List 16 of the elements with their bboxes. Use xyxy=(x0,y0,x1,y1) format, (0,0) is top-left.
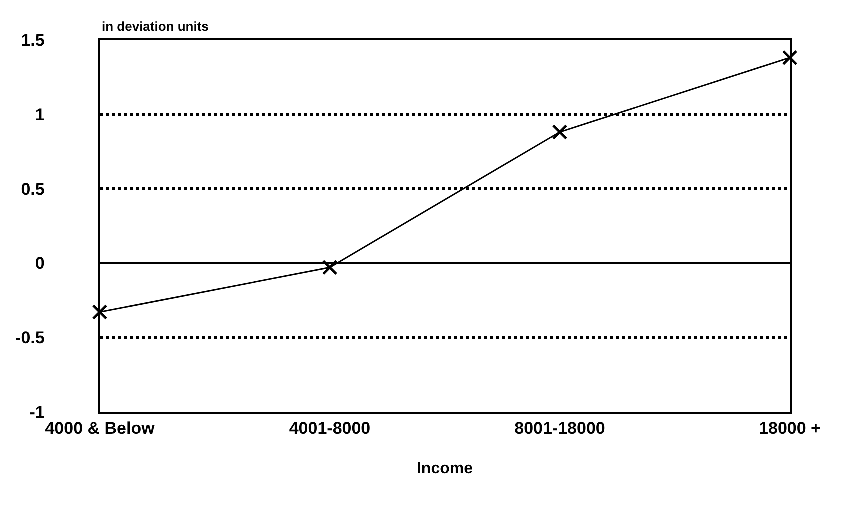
point xyxy=(92,304,108,320)
y-tick-label: 1 xyxy=(35,105,45,124)
y-tick-label: 0 xyxy=(35,254,45,274)
y-tick-label: 0.5 xyxy=(21,180,45,199)
x-tick-label: 4000 & Below xyxy=(45,419,156,438)
x-tick-label: 4001-8000 xyxy=(289,419,371,438)
point xyxy=(782,50,798,66)
x-tick-label: 8001-18000 xyxy=(514,419,606,438)
y-tick-label: -0.5 xyxy=(16,328,45,348)
x-axis-title: Income xyxy=(416,460,474,478)
y-tick-label: -1 xyxy=(30,402,45,422)
x-tick-label: 18000 + xyxy=(759,419,822,438)
y-tick-label: 1.5 xyxy=(21,30,45,50)
point xyxy=(552,124,568,140)
point xyxy=(322,260,338,276)
y-axis-title: in deviation units xyxy=(102,19,209,34)
